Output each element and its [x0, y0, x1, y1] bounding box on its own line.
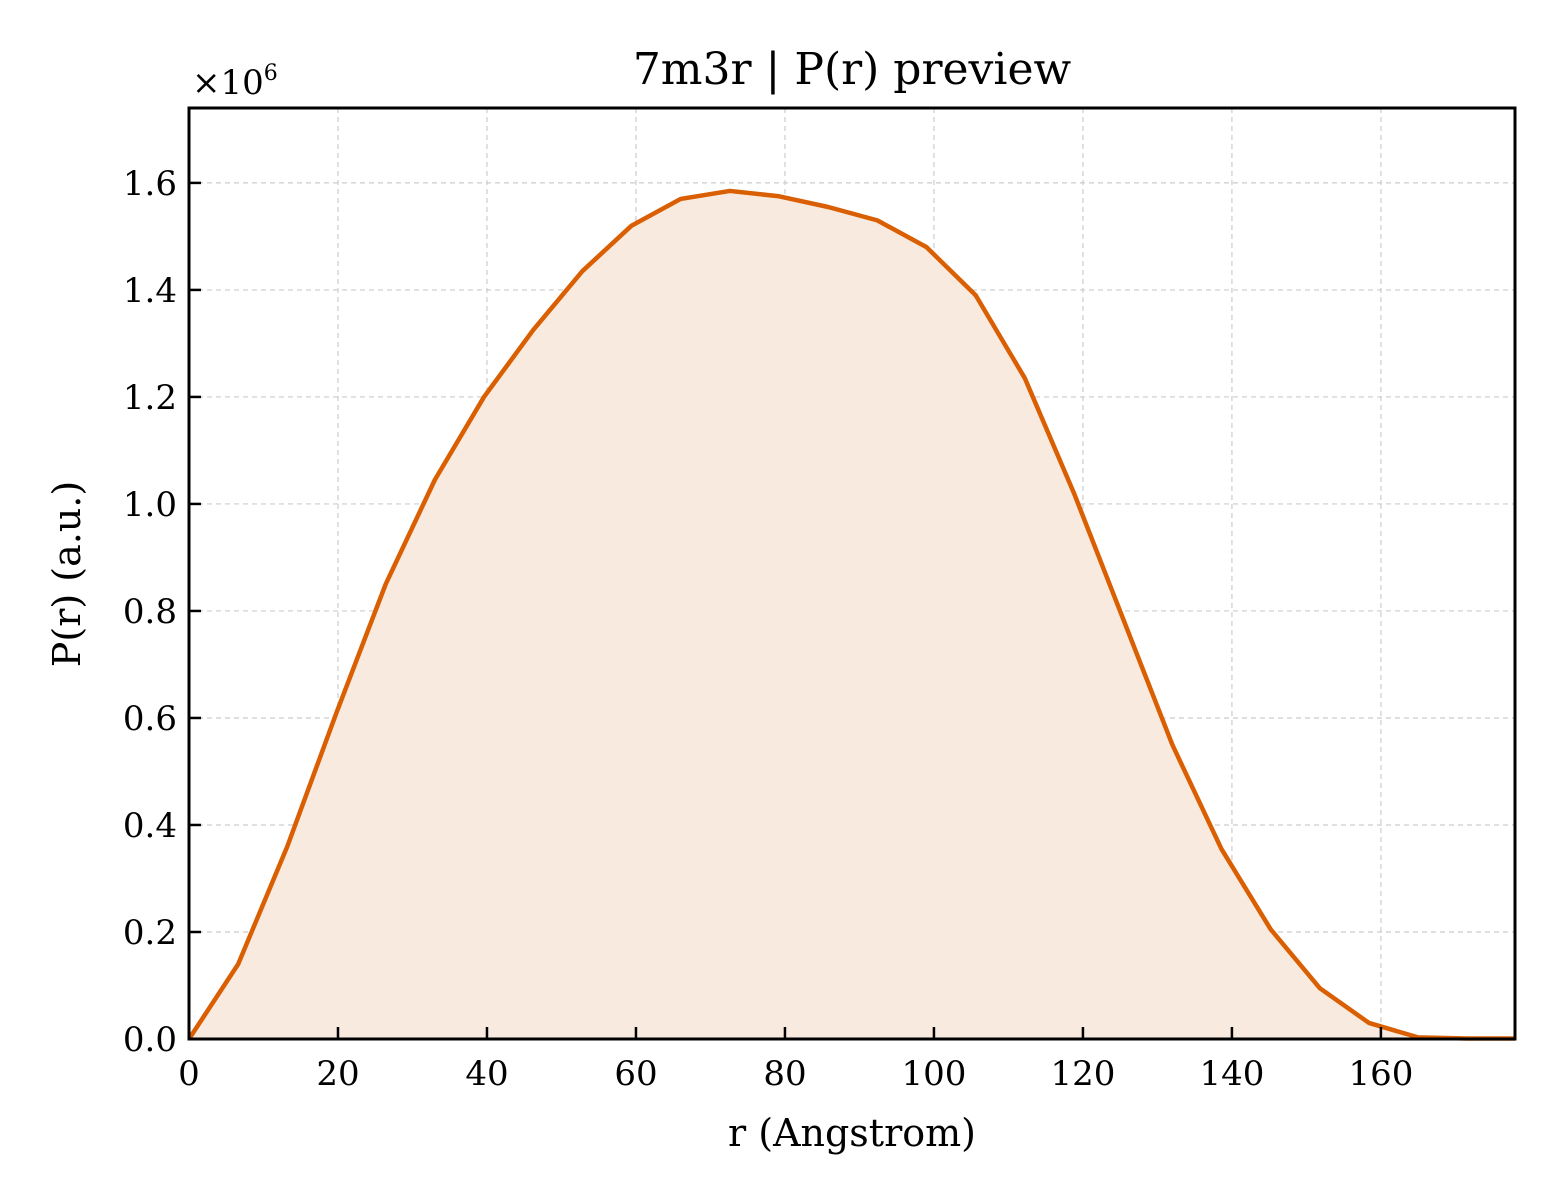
series-line [187, 188, 1515, 1041]
y-tick-label: 0.0 [123, 1020, 177, 1060]
y-tick-label: 1.6 [123, 164, 177, 204]
x-tick-label: 100 [901, 1054, 966, 1094]
y-tick-label: 0.8 [123, 592, 177, 632]
area-layer [187, 188, 1515, 1041]
y-tick-label: 0.6 [123, 699, 177, 739]
x-tick-label: 0 [178, 1054, 200, 1094]
y-axis-multiplier: ×106 [192, 61, 278, 103]
x-tick-label: 80 [763, 1054, 806, 1094]
y-axis-label: P(r) (a.u.) [45, 481, 89, 667]
x-tick-label: 160 [1348, 1054, 1413, 1094]
ticks: 0 20 40 60 80 100 120 140 160 0.0 0.2 0.4 0.6 0.8 1.0 1… [123, 164, 1413, 1094]
chart-title: 7m3r | P(r) preview [633, 44, 1072, 95]
x-tick-label: 120 [1050, 1054, 1115, 1094]
y-multiplier-base: ×10 [192, 63, 264, 103]
x-tick-label: 60 [614, 1054, 657, 1094]
x-tick-label: 20 [316, 1054, 359, 1094]
plot-frame [187, 106, 1517, 1041]
y-multiplier-exponent: 6 [264, 61, 278, 86]
y-tick-label: 1.0 [123, 485, 177, 525]
y-tick-label: 0.4 [123, 806, 177, 846]
y-tick-label: 1.4 [123, 271, 177, 311]
x-axis-label: r (Angstrom) [728, 1111, 976, 1155]
x-tick-label: 140 [1199, 1054, 1264, 1094]
series-area-fill [189, 190, 1515, 1039]
y-tick-label: 0.2 [123, 913, 177, 953]
x-tick-label: 40 [465, 1054, 508, 1094]
y-tick-label: 1.2 [123, 378, 177, 418]
